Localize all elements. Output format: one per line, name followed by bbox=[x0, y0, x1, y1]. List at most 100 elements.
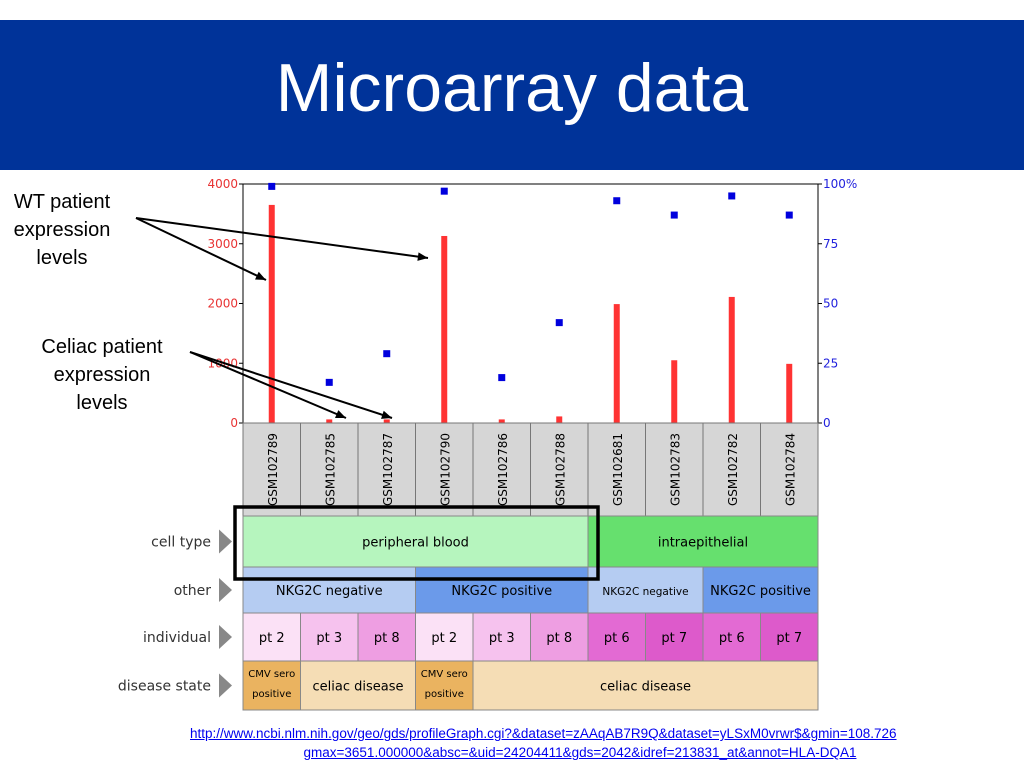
source-url-line-1[interactable]: http://www.ncbi.nlm.nih.gov/geo/gds/prof… bbox=[190, 726, 897, 741]
expression-bar bbox=[613, 304, 620, 423]
annotation-cell-text: pt 2 bbox=[259, 631, 285, 646]
wt-annotation: WT patient expression levels bbox=[0, 188, 124, 272]
annotation-row-label: disease state bbox=[118, 679, 211, 695]
source-url-line-2[interactable]: gmax=3651.000000&absc=&uid=24204411&gds=… bbox=[303, 745, 857, 760]
annotation-cell bbox=[415, 612, 474, 662]
expression-bar bbox=[556, 416, 563, 423]
annotation-cell-text: NKG2C negative bbox=[602, 586, 688, 598]
expression-bar bbox=[728, 296, 735, 423]
annotation-arrow bbox=[189, 351, 393, 419]
celiac-annotation-line: levels bbox=[76, 392, 128, 414]
slide-title: Microarray data bbox=[275, 50, 749, 126]
sample-label: GSM102785 bbox=[323, 433, 337, 506]
expression-bar bbox=[671, 360, 678, 423]
sample-label: GSM102787 bbox=[381, 433, 395, 506]
annotation-cell bbox=[472, 660, 819, 711]
y-right-tick-label: 25 bbox=[823, 356, 838, 370]
annotation-cell-text: NKG2C negative bbox=[276, 584, 383, 599]
expression-bar bbox=[786, 363, 793, 423]
arrowhead-icon bbox=[335, 410, 346, 418]
annotation-cell-text: celiac disease bbox=[313, 680, 404, 695]
annotation-cell-text: pt 7 bbox=[776, 631, 802, 646]
y-left-tick-label: 0 bbox=[230, 416, 238, 430]
row-expand-arrow-icon bbox=[219, 578, 232, 602]
annotation-cell-text: CMV sero bbox=[421, 669, 468, 680]
annotation-arrow bbox=[189, 351, 347, 419]
annotation-cell bbox=[415, 660, 474, 711]
sample-label-cell bbox=[357, 422, 416, 517]
arrowhead-icon bbox=[255, 271, 266, 280]
sample-label: GSM102782 bbox=[726, 433, 740, 506]
wt-annotation-line: expression bbox=[13, 219, 111, 241]
y-left-tick-label: 2000 bbox=[207, 297, 238, 311]
celiac-annotation: Celiac patient expression levels bbox=[18, 333, 186, 417]
annotation-cell-text: pt 2 bbox=[431, 631, 457, 646]
annotation-cell bbox=[415, 566, 589, 614]
annotation-cell bbox=[242, 515, 589, 568]
sample-label-cell bbox=[760, 422, 819, 517]
plot-area bbox=[242, 183, 819, 424]
rank-marker bbox=[728, 192, 736, 200]
arrowhead-icon bbox=[417, 252, 428, 261]
annotation-cell-text: CMV sero bbox=[248, 669, 295, 680]
celiac-annotation-line: Celiac patient bbox=[41, 336, 163, 358]
annotation-cell bbox=[300, 660, 416, 711]
sample-label: GSM102681 bbox=[611, 433, 625, 506]
y-right-tick-label: 75 bbox=[823, 237, 838, 251]
annotation-cell-text: pt 3 bbox=[316, 631, 342, 646]
annotation-cell-text: intraepithelial bbox=[658, 536, 748, 551]
sample-label-cell bbox=[472, 422, 531, 517]
sample-label-cell bbox=[645, 422, 704, 517]
sample-label-cell bbox=[415, 422, 474, 517]
sample-label: GSM102786 bbox=[496, 433, 510, 506]
annotation-cell-text: NKG2C positive bbox=[710, 584, 811, 599]
annotation-cell-text: positive bbox=[252, 689, 291, 700]
annotation-cell bbox=[587, 515, 819, 568]
annotation-row-label: cell type bbox=[151, 535, 211, 551]
annotation-cell bbox=[587, 612, 646, 662]
annotation-cell bbox=[242, 660, 301, 711]
y-right-tick-label: 0 bbox=[823, 416, 831, 430]
annotation-cell-text: positive bbox=[425, 689, 464, 700]
rank-marker bbox=[268, 182, 276, 190]
row-expand-arrow-icon bbox=[219, 529, 232, 554]
rank-marker bbox=[440, 187, 448, 195]
annotation-cell bbox=[702, 612, 761, 662]
title-banner bbox=[0, 20, 1024, 170]
annotation-cell bbox=[760, 612, 819, 662]
row-expand-arrow-icon bbox=[219, 625, 232, 649]
rank-marker bbox=[785, 211, 793, 219]
annotation-row-label: individual bbox=[143, 630, 211, 646]
rank-marker bbox=[613, 197, 621, 205]
annotation-cell-text: NKG2C positive bbox=[451, 584, 552, 599]
sample-label-cell bbox=[702, 422, 761, 517]
sample-label: GSM102783 bbox=[668, 433, 682, 506]
y-right-tick-label: 50 bbox=[823, 297, 838, 311]
sample-label-cell bbox=[587, 422, 646, 517]
wt-annotation-line: levels bbox=[36, 247, 88, 269]
annotation-cell-text: pt 8 bbox=[374, 631, 400, 646]
expression-bar bbox=[441, 235, 448, 423]
expression-bar bbox=[498, 419, 505, 423]
annotation-cell bbox=[645, 612, 704, 662]
sample-label: GSM102784 bbox=[783, 433, 797, 506]
annotation-cell bbox=[357, 612, 416, 662]
sample-label-cell bbox=[242, 422, 301, 517]
celiac-annotation-line: expression bbox=[53, 364, 151, 386]
y-left-tick-label: 3000 bbox=[207, 237, 238, 251]
annotation-cell-text: celiac disease bbox=[600, 680, 691, 695]
row-expand-arrow-icon bbox=[219, 673, 232, 698]
expression-bar bbox=[383, 419, 390, 423]
annotation-cell-text: pt 8 bbox=[546, 631, 572, 646]
annotation-cell bbox=[530, 612, 589, 662]
annotation-arrow bbox=[135, 217, 267, 281]
y-left-tick-label: 4000 bbox=[207, 177, 238, 191]
sample-label: GSM102788 bbox=[553, 433, 567, 506]
annotation-cell-text: pt 6 bbox=[719, 631, 745, 646]
rank-marker bbox=[555, 319, 563, 327]
annotation-arrow bbox=[135, 217, 429, 259]
rank-marker bbox=[383, 350, 391, 358]
arrowhead-icon bbox=[381, 410, 392, 419]
annotation-row-label: other bbox=[174, 583, 212, 599]
